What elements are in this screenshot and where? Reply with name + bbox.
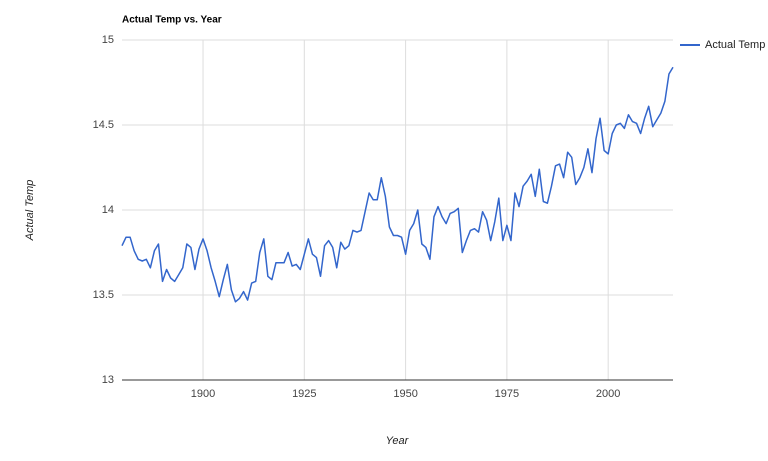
y-tick-label: 14 xyxy=(102,204,114,216)
x-tick-label: 2000 xyxy=(596,388,620,400)
y-tick-label: 15 xyxy=(102,34,114,46)
x-tick-label: 1975 xyxy=(495,388,519,400)
x-tick-label: 1925 xyxy=(292,388,316,400)
series-line xyxy=(121,66,674,303)
y-axis-label: Actual Temp xyxy=(24,180,36,242)
y-tick-label: 13 xyxy=(102,374,114,386)
y-tick-label: 14.5 xyxy=(93,119,114,131)
legend-label: Actual Temp xyxy=(705,39,765,51)
y-tick-label: 13.5 xyxy=(93,289,114,301)
chart-title: Actual Temp vs. Year xyxy=(122,15,222,26)
x-axis-label: Year xyxy=(386,435,410,447)
x-tick-label: 1950 xyxy=(393,388,417,400)
x-tick-label: 1900 xyxy=(191,388,215,400)
